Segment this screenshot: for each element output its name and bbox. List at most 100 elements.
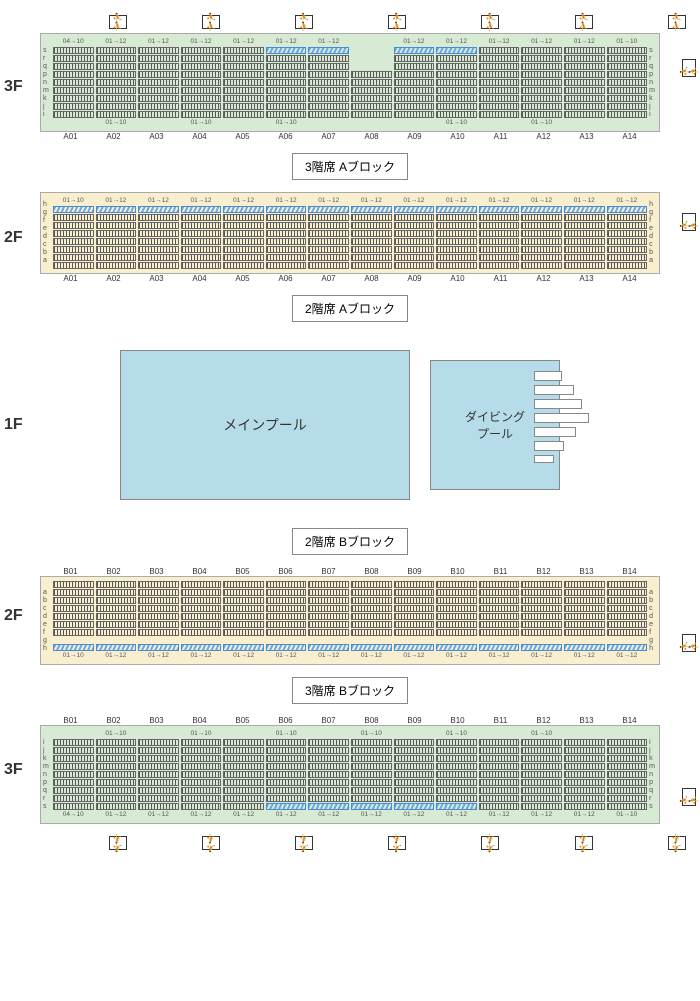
seat-row	[96, 755, 137, 762]
seat-row	[138, 644, 179, 651]
stairs-icon: ⛹⛹	[202, 836, 220, 850]
seat-row	[564, 803, 605, 810]
seat-row	[138, 254, 179, 261]
seat-row	[223, 238, 264, 245]
seat-row	[436, 262, 477, 269]
col-label: A04	[179, 274, 220, 283]
seat-row	[96, 739, 137, 746]
seat-row	[436, 605, 477, 612]
seat-row	[223, 787, 264, 794]
seat-row	[394, 739, 435, 746]
seat-row	[138, 214, 179, 221]
seat-row	[479, 262, 520, 269]
seat-row	[351, 795, 392, 802]
seat-row	[351, 79, 392, 86]
seat-row	[96, 644, 137, 651]
seat-row	[138, 79, 179, 86]
seat-row	[308, 597, 349, 604]
seat-row	[351, 95, 392, 102]
seat-row	[223, 621, 264, 628]
seat-row	[223, 262, 264, 269]
col-label: B01	[50, 716, 91, 725]
floor-3f-a: 3F srqpnmkji04→1001→1201→1001→1201→1201→…	[0, 33, 700, 141]
seat-row	[181, 747, 222, 754]
seat-row	[223, 254, 264, 261]
col-label: B12	[523, 567, 564, 576]
seat-row	[607, 739, 648, 746]
seat-row	[223, 763, 264, 770]
seat-row	[138, 613, 179, 620]
seat-row	[181, 629, 222, 636]
col-label: A03	[136, 274, 177, 283]
seat-row	[521, 246, 562, 253]
seat-row	[53, 87, 94, 94]
seat-row	[308, 254, 349, 261]
seat-row	[479, 71, 520, 78]
seat-row	[138, 755, 179, 762]
seat-row	[436, 230, 477, 237]
seat-row	[138, 87, 179, 94]
seat-row	[394, 254, 435, 261]
seat-row	[479, 55, 520, 62]
seat-row	[394, 581, 435, 588]
seat-row	[564, 763, 605, 770]
seat-row	[138, 795, 179, 802]
seat-row	[394, 621, 435, 628]
seat-row	[394, 644, 435, 651]
seat-row	[138, 111, 179, 118]
seat-row	[394, 47, 435, 54]
seat-row	[521, 621, 562, 628]
col-label: B05	[222, 567, 263, 576]
seat-row	[96, 771, 137, 778]
seat-row	[266, 262, 307, 269]
seat-row	[479, 63, 520, 70]
seat-row	[138, 246, 179, 253]
seat-row	[308, 589, 349, 596]
col-label: A08	[351, 274, 392, 283]
seat-row	[138, 63, 179, 70]
seat-row	[521, 222, 562, 229]
seat-row	[564, 246, 605, 253]
seat-row	[181, 755, 222, 762]
stairs-row-3fa-top: ⛹⛹ ⛹⛹ ⛹⛹ ⛹⛹ ⛹⛹ ⛹⛹ ⛹⛹	[0, 7, 700, 29]
seat-row	[436, 103, 477, 110]
seat-row	[266, 71, 307, 78]
seat-row	[308, 79, 349, 86]
seat-row	[351, 246, 392, 253]
seat-row	[521, 206, 562, 213]
seat-row	[436, 111, 477, 118]
seat-row	[266, 87, 307, 94]
seat-row	[138, 47, 179, 54]
seat-row	[308, 747, 349, 754]
stairs-icon: ⛹⛹	[668, 15, 686, 29]
seat-row	[351, 581, 392, 588]
seat-row	[223, 55, 264, 62]
seat-row	[521, 795, 562, 802]
seat-row	[351, 111, 392, 118]
seat-row	[181, 47, 222, 54]
seat-row	[223, 230, 264, 237]
seat-row	[351, 644, 392, 651]
seat-row	[479, 103, 520, 110]
stairs-icon: ⛹⛹	[575, 836, 593, 850]
stairs-icon: ⛹⛹	[202, 15, 220, 29]
seat-row	[479, 621, 520, 628]
seat-row	[266, 779, 307, 786]
seat-row	[181, 214, 222, 221]
seat-row	[223, 87, 264, 94]
seat-row	[181, 254, 222, 261]
seat-row	[479, 771, 520, 778]
seat-row	[607, 795, 648, 802]
seat-row	[564, 71, 605, 78]
block-3f-a: srqpnmkji04→1001→1201→1001→1201→1201→100…	[40, 33, 660, 132]
seat-row	[564, 238, 605, 245]
seat-row	[308, 55, 349, 62]
seat-row	[223, 771, 264, 778]
seat-row	[181, 79, 222, 86]
seat-row	[607, 771, 648, 778]
seat-row	[351, 254, 392, 261]
seat-row	[521, 262, 562, 269]
seat-row	[436, 63, 477, 70]
col-label: B09	[394, 716, 435, 725]
seat-row	[223, 79, 264, 86]
